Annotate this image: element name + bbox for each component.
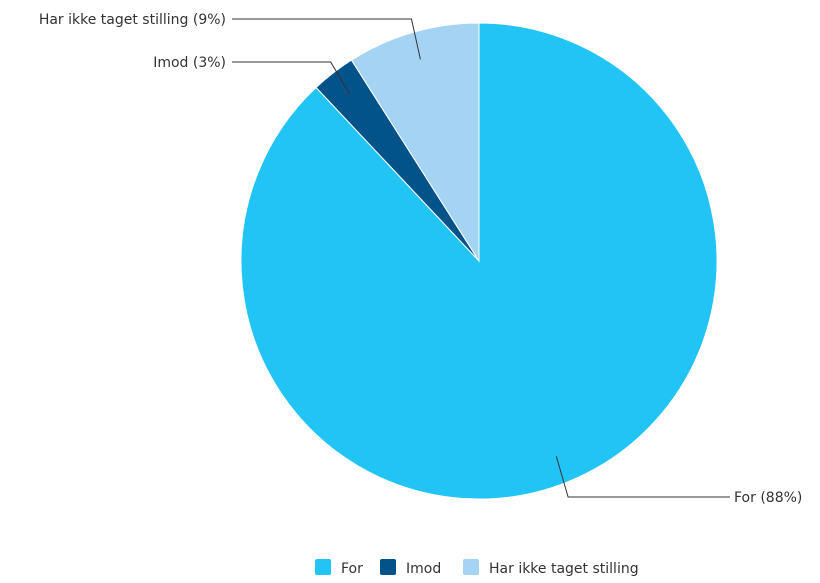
leader-line-for [555, 456, 730, 498]
pie-slice-har-ikke-taget-stilling[interactable] [350, 22, 480, 263]
legend-label-for: For [341, 561, 363, 577]
legend-swatch-imod [380, 559, 396, 575]
data-label-har-ikke-taget-stilling: Har ikke taget stilling (9%) [39, 12, 226, 28]
data-label-imod: Imod (3%) [153, 55, 226, 71]
leader-line-har-ikke-taget-stilling [232, 18, 421, 60]
legend-item-for[interactable]: For [315, 559, 363, 577]
legend-item-har-ikke-taget-stilling[interactable]: Har ikke taget stilling [463, 559, 639, 577]
pie-slices [240, 22, 718, 500]
legend-swatch-for [315, 559, 331, 575]
pie-slice-for[interactable] [240, 22, 718, 500]
data-label-leaders [232, 18, 730, 498]
leader-line-imod [232, 61, 351, 96]
legend-label-imod: Imod [406, 561, 441, 577]
data-label-for: For (88%) [734, 490, 802, 506]
legend-swatch-har-ikke-taget-stilling [463, 559, 479, 575]
legend-item-imod[interactable]: Imod [380, 559, 441, 577]
data-labels: For (88%) Imod (3%) Har ikke taget still… [39, 12, 803, 506]
legend-label-har-ikke-taget-stilling: Har ikke taget stilling [489, 561, 639, 577]
legend: For Imod Har ikke taget stilling [315, 559, 639, 577]
